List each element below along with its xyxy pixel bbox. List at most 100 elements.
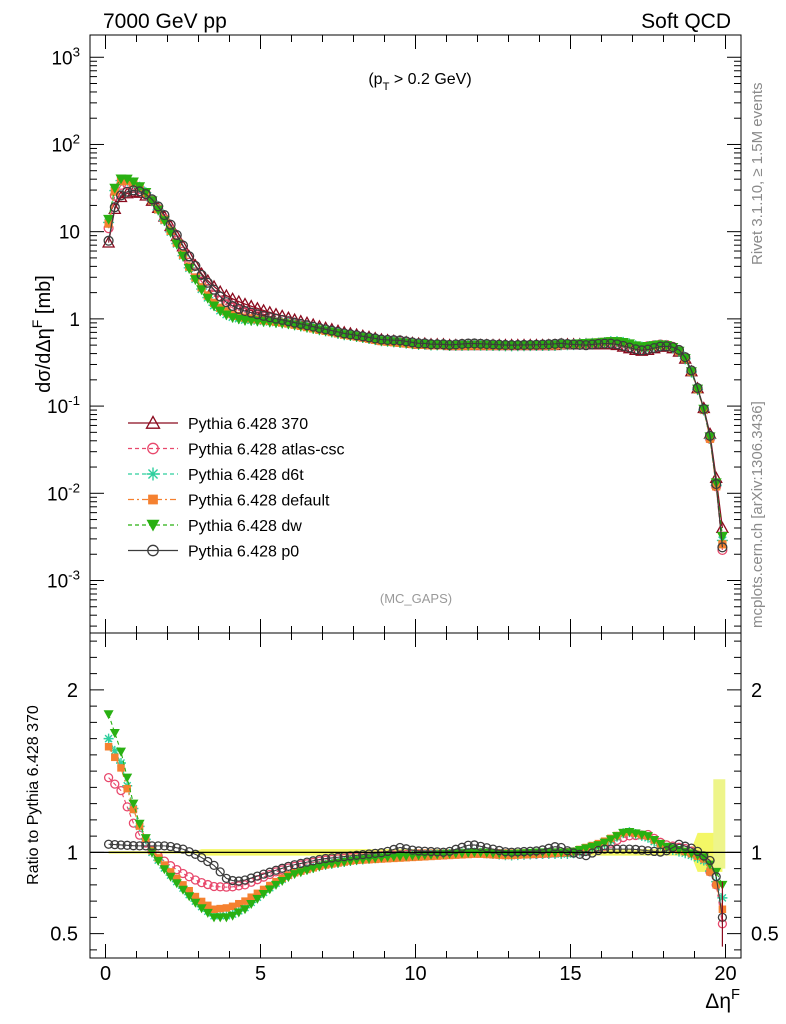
- ratio-point: [247, 893, 255, 901]
- data-point: [246, 307, 257, 318]
- ratio-point: [165, 841, 176, 852]
- data-point: [525, 339, 536, 350]
- data-point: [469, 338, 480, 349]
- data-point: [506, 340, 517, 351]
- ratio-point: [128, 799, 139, 809]
- ratio-point: [494, 845, 504, 856]
- ratio-point: [451, 844, 461, 854]
- ratio-point: [246, 900, 257, 910]
- data-point: [320, 324, 331, 335]
- side-text-mcplots: mcplots.cern.ch [arXiv:1306.3436]: [749, 401, 766, 628]
- ratio-point: [358, 850, 368, 860]
- ratio-point: [103, 710, 114, 720]
- data-point: [308, 321, 319, 332]
- ratio-point: [457, 842, 467, 852]
- ratio-point: [153, 856, 164, 866]
- ratio-point: [637, 845, 647, 855]
- ratio-point: [364, 849, 374, 859]
- data-point: [202, 293, 214, 304]
- ratio-point: [302, 857, 312, 867]
- ratio-point: [351, 850, 362, 860]
- data-point: [382, 334, 393, 345]
- ratio-point: [209, 881, 219, 892]
- ratio-point: [234, 881, 244, 891]
- main-series-5: [103, 174, 728, 542]
- data-point: [339, 328, 350, 339]
- ratio-point: [215, 882, 225, 892]
- ratio-point: [277, 863, 287, 873]
- ratio-point: [407, 845, 418, 855]
- data-point: [277, 314, 288, 325]
- ratio-point: [698, 853, 709, 863]
- ratio-point: [210, 905, 218, 913]
- data-point: [183, 263, 195, 274]
- data-point: [351, 330, 362, 341]
- ratio-point: [612, 844, 622, 854]
- ratio-point: [227, 911, 238, 921]
- ratio-point: [333, 852, 343, 862]
- data-point: [611, 339, 623, 350]
- data-point: [549, 338, 561, 349]
- data-point: [655, 341, 666, 352]
- data-point: [444, 339, 455, 350]
- data-point: [146, 194, 158, 205]
- ratio-point: [463, 848, 474, 858]
- ratio-y-tick-label-left: 0.5: [50, 924, 78, 946]
- ratio-y-tick-label-right: 0.5: [751, 924, 779, 946]
- ratio-point: [110, 839, 120, 850]
- main-series-group: [101, 174, 730, 556]
- data-point: [512, 339, 523, 351]
- data-point: [716, 532, 728, 542]
- data-point: [101, 235, 116, 248]
- ratio-plot-frame: [89, 632, 742, 959]
- data-point: [177, 240, 189, 251]
- ratio-point: [575, 849, 585, 859]
- data-point: [103, 214, 115, 225]
- data-point: [134, 186, 145, 197]
- ratio-point: [581, 844, 591, 854]
- ratio-point: [252, 871, 263, 881]
- ratio-point: [160, 861, 169, 869]
- ratio-point: [104, 743, 113, 751]
- data-point: [301, 320, 313, 331]
- data-point: [103, 235, 114, 246]
- ratio-point: [259, 885, 268, 894]
- ratio-band-edge: [713, 779, 726, 869]
- data-point: [109, 202, 120, 213]
- data-point: [283, 316, 294, 327]
- data-point: [661, 341, 672, 352]
- ratio-point: [568, 848, 579, 858]
- ratio-point: [209, 860, 219, 871]
- data-point: [487, 339, 499, 350]
- ratio-point: [587, 848, 597, 858]
- data-point: [425, 339, 437, 350]
- data-point: [208, 284, 220, 295]
- cut-annotation: (pT > 0.2 GeV): [368, 71, 471, 93]
- data-point: [450, 339, 461, 350]
- ratio-point: [469, 840, 480, 850]
- ratio-point: [203, 879, 213, 890]
- ratio-point: [326, 859, 337, 869]
- ratio-point: [525, 846, 535, 856]
- ratio-point: [159, 841, 170, 851]
- data-point: [679, 354, 691, 364]
- ratio-point: [122, 773, 133, 783]
- main-y-tick-label: 10-3: [47, 567, 80, 592]
- data-point: [184, 251, 195, 262]
- data-point: [624, 342, 635, 353]
- ratio-point: [705, 855, 715, 866]
- ratio-point: [277, 876, 288, 886]
- legend-label: Pythia 6.428 default: [188, 493, 330, 510]
- data-point: [121, 174, 133, 185]
- data-point: [537, 339, 548, 350]
- ratio-point: [308, 864, 319, 874]
- legend-label: Pythia 6.428 d6t: [188, 467, 304, 484]
- data-point: [667, 342, 679, 353]
- ratio-point: [706, 868, 714, 876]
- data-point: [574, 339, 585, 350]
- ratio-point: [141, 841, 151, 851]
- ratio-point: [649, 836, 660, 846]
- header-right: Soft QCD: [641, 10, 731, 33]
- data-point: [630, 344, 641, 355]
